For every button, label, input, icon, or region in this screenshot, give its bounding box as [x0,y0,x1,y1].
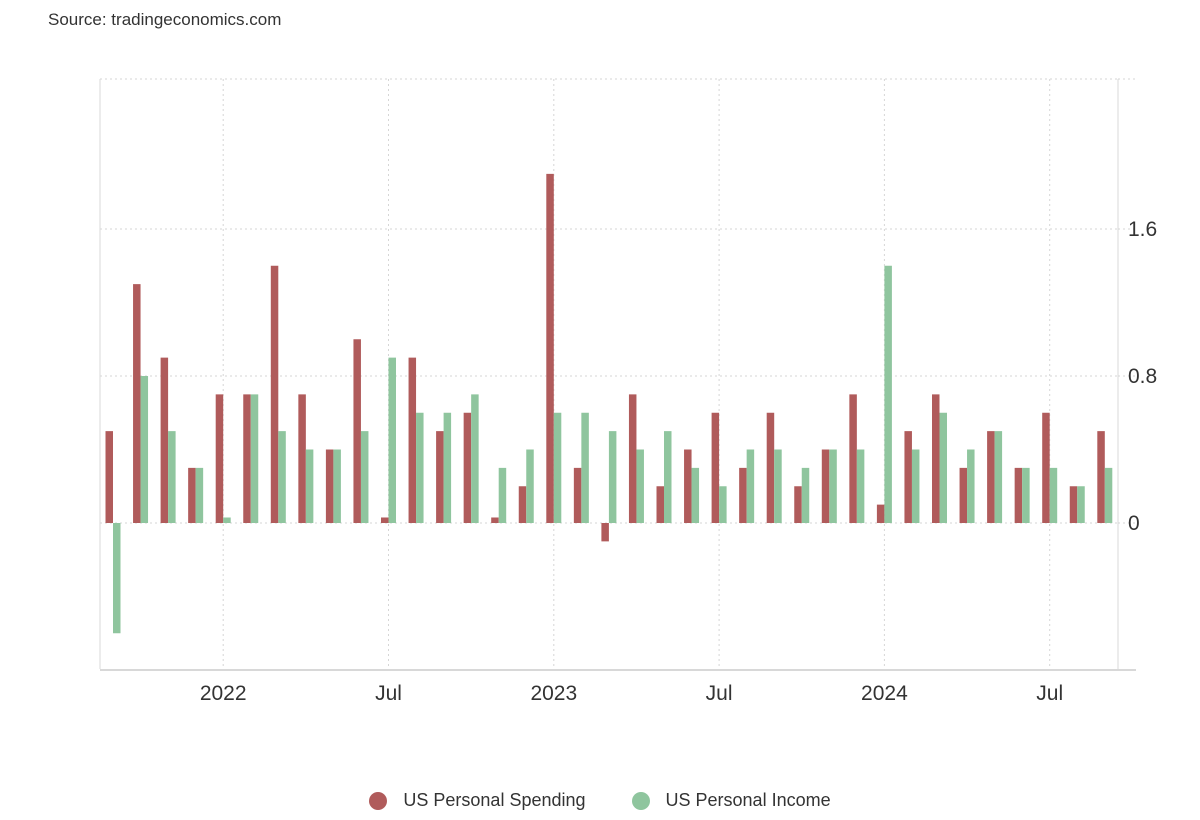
bar-spending[interactable] [463,412,472,523]
x-tick-label: 2022 [200,682,247,705]
legend-item-spending[interactable]: US Personal Spending [369,790,586,811]
bar-spending[interactable] [298,394,306,523]
bar-chart: 0 0.8 1.6 2022 Jul 2023 Jul 2024 Jul [99,78,1157,705]
bar-income[interactable] [1104,467,1113,523]
bar-income[interactable] [1077,486,1085,523]
bar-spending[interactable] [821,449,830,524]
bar-income[interactable] [360,431,369,523]
bar-income[interactable] [526,449,534,524]
bar-income[interactable] [553,412,562,523]
bar-income[interactable] [746,449,755,524]
bar-spending[interactable] [270,265,279,523]
bar-income[interactable] [856,449,865,524]
bar-income[interactable] [388,357,397,523]
bar-spending[interactable] [1042,412,1050,523]
bar-spending[interactable] [628,394,637,523]
bar-income[interactable] [195,467,204,523]
chart-source: Source: tradingeconomics.com [48,10,282,29]
bar-spending[interactable] [1097,431,1105,523]
legend-swatch-income [631,791,650,810]
bar-income[interactable] [801,467,810,523]
chart-legend: US Personal Spending US Personal Income [0,790,1200,811]
bar-spending[interactable] [656,486,665,523]
bar-income[interactable] [471,394,479,523]
bar-income[interactable] [774,449,782,524]
bar-spending[interactable] [987,431,995,523]
bar-spending[interactable] [105,431,114,523]
bar-income[interactable] [1022,467,1030,523]
bar-spending[interactable] [215,394,224,523]
bar-spending[interactable] [601,523,609,542]
bar-income[interactable] [911,449,920,524]
bar-spending[interactable] [1069,486,1078,523]
bar-income[interactable] [884,265,892,523]
bar-income[interactable] [829,449,837,524]
bar-spending[interactable] [849,394,857,523]
bar-spending[interactable] [684,449,692,524]
bar-spending[interactable] [133,284,141,523]
bar-spending[interactable] [573,467,582,523]
bar-spending[interactable] [491,517,499,523]
bar-income[interactable] [994,431,1003,523]
bar-income[interactable] [443,412,452,523]
bar-income[interactable] [939,412,948,523]
bar-spending[interactable] [876,504,885,523]
bar-income[interactable] [664,431,672,523]
bar-spending[interactable] [243,394,251,523]
bar-income[interactable] [608,431,617,523]
y-tick-label: 0.8 [1128,365,1157,388]
x-tick-label: Jul [375,682,402,705]
x-tick-label: 2023 [530,682,577,705]
bar-income[interactable] [691,467,700,523]
bar-spending[interactable] [766,412,775,523]
x-tick-label: Jul [706,682,733,705]
bar-spending[interactable] [959,467,968,523]
bar-income[interactable] [719,486,727,523]
bar-income[interactable] [416,412,424,523]
bar-spending[interactable] [408,357,417,523]
bar-spending[interactable] [904,431,912,523]
bar-income[interactable] [113,523,121,634]
bar-spending[interactable] [436,431,444,523]
bar-spending[interactable] [518,486,527,523]
bar-income[interactable] [223,517,231,523]
bar-spending[interactable] [546,173,554,523]
x-tick-label: Jul [1036,682,1063,705]
bar-spending[interactable] [188,467,196,523]
legend-label-spending: US Personal Spending [403,790,586,810]
bars-layer [105,173,1113,634]
bar-income[interactable] [581,412,589,523]
axes-layer: 0 0.8 1.6 2022 Jul 2023 Jul 2024 Jul [99,78,1157,705]
bar-income[interactable] [967,449,975,524]
bar-income[interactable] [168,431,176,523]
bar-income[interactable] [305,449,314,524]
legend-swatch-spending [369,791,388,810]
x-tick-label: 2024 [861,682,908,705]
bar-spending[interactable] [739,467,747,523]
bar-income[interactable] [333,449,341,524]
legend-item-income[interactable]: US Personal Income [631,790,831,811]
bar-income[interactable] [636,449,644,524]
bar-spending[interactable] [381,517,389,523]
bar-income[interactable] [498,467,507,523]
y-tick-label: 0 [1128,512,1140,535]
bar-spending[interactable] [711,412,720,523]
bar-income[interactable] [140,376,149,523]
bar-spending[interactable] [325,449,334,524]
bar-spending[interactable] [1014,467,1023,523]
bar-spending[interactable] [353,339,361,523]
bar-spending[interactable] [794,486,802,523]
bar-spending[interactable] [932,394,940,523]
grid-lines [100,78,1118,669]
bar-income[interactable] [278,431,286,523]
bar-income[interactable] [1049,467,1058,523]
y-tick-label: 1.6 [1128,218,1157,241]
bar-spending[interactable] [160,357,169,523]
legend-label-income: US Personal Income [665,790,831,810]
bar-income[interactable] [250,394,259,523]
